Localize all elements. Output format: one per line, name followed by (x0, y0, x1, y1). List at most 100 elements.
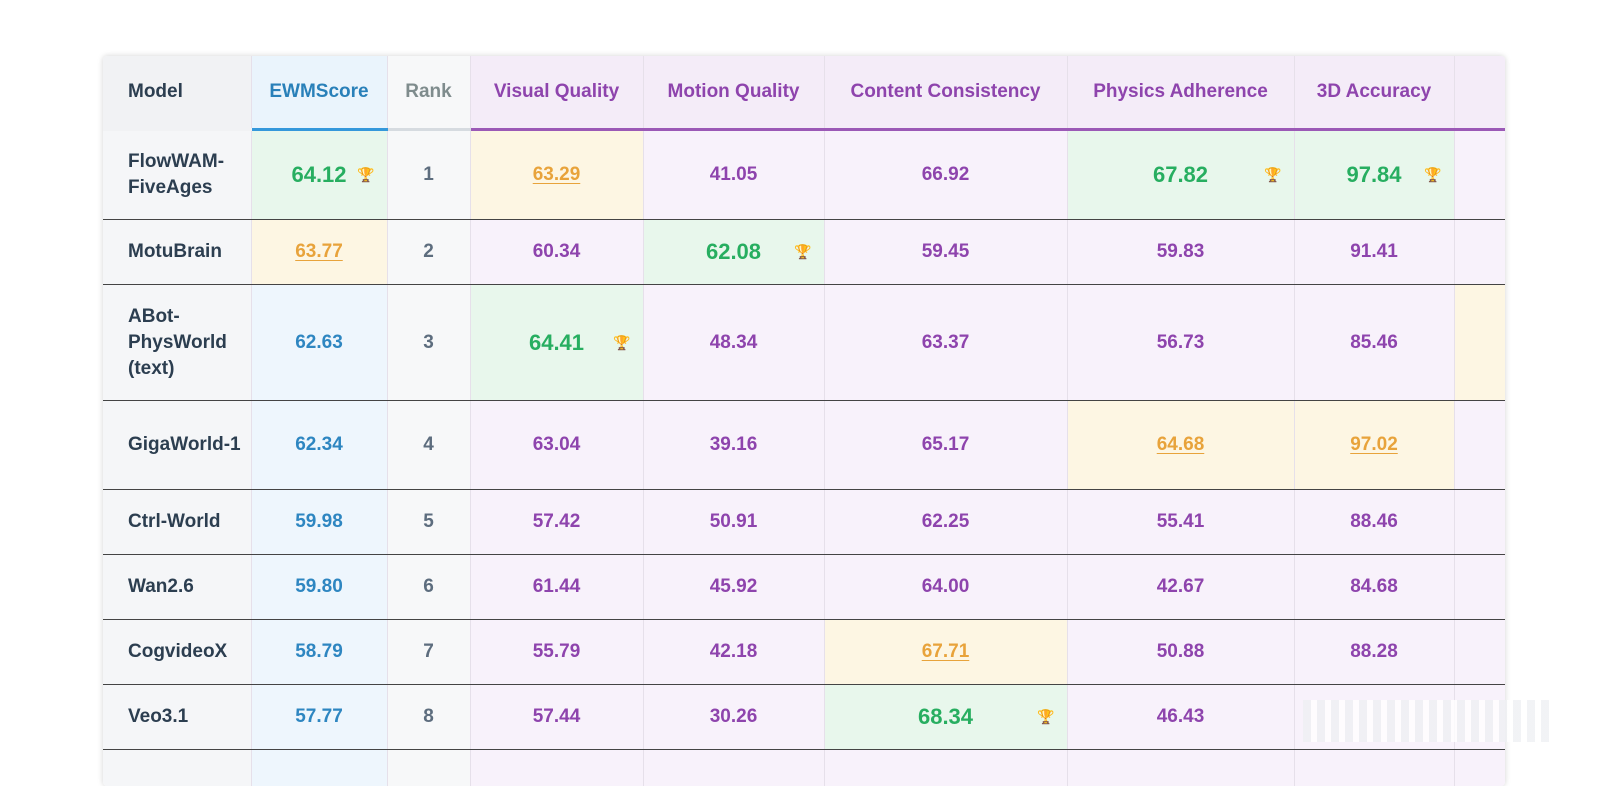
leaderboard-card: Model EWMScore Rank Visual Quality Motio… (103, 56, 1505, 786)
visual-quality-cell: 57.42 (470, 490, 643, 555)
physics-adherence-cell (1067, 750, 1294, 786)
physics-adherence-cell: 56.73 (1067, 285, 1294, 401)
overflow-cell (1454, 401, 1505, 490)
model-name: Wan2.6 (103, 555, 251, 620)
visual-quality-cell: 61.44 (470, 555, 643, 620)
table-row (103, 750, 1505, 786)
header-3d-accuracy[interactable]: 3D Accuracy (1294, 56, 1454, 130)
header-motion-quality[interactable]: Motion Quality (643, 56, 824, 130)
header-overflow-column (1454, 56, 1505, 130)
header-physics-adherence[interactable]: Physics Adherence (1067, 56, 1294, 130)
cell-value: 68.34 (918, 704, 973, 729)
cell-value: 62.08 (706, 239, 761, 264)
table-row: MotuBrain 63.77 2 60.34 62.08 🏆 59.45 59.… (103, 220, 1505, 285)
physics-adherence-cell: 67.82 🏆 (1067, 130, 1294, 220)
3d-accuracy-cell (1294, 750, 1454, 786)
ewmscore-cell: 62.63 (251, 285, 387, 401)
overflow-cell (1454, 490, 1505, 555)
motion-quality-cell: 41.05 (643, 130, 824, 220)
rank-cell: 1 (387, 130, 470, 220)
content-consistency-cell: 62.25 (824, 490, 1067, 555)
trophy-icon: 🏆 (794, 244, 811, 261)
physics-adherence-cell: 59.83 (1067, 220, 1294, 285)
cell-value: 67.71 (922, 641, 970, 662)
ewmscore-cell: 63.77 (251, 220, 387, 285)
model-name: Veo3.1 (103, 685, 251, 750)
motion-quality-cell: 50.91 (643, 490, 824, 555)
rank-cell: 7 (387, 620, 470, 685)
rank-cell: 5 (387, 490, 470, 555)
visual-quality-cell: 55.79 (470, 620, 643, 685)
header-content-consistency[interactable]: Content Consistency (824, 56, 1067, 130)
trophy-icon: 🏆 (357, 167, 374, 184)
motion-quality-cell: 42.18 (643, 620, 824, 685)
overflow-cell (1454, 555, 1505, 620)
trophy-icon: 🏆 (613, 334, 630, 351)
visual-quality-cell: 57.44 (470, 685, 643, 750)
content-consistency-cell: 59.45 (824, 220, 1067, 285)
header-visual-quality[interactable]: Visual Quality (470, 56, 643, 130)
header-ewmscore[interactable]: EWMScore (251, 56, 387, 130)
table-row: Ctrl-World 59.98 5 57.42 50.91 62.25 55.… (103, 490, 1505, 555)
visual-quality-cell: 64.41 🏆 (470, 285, 643, 401)
overflow-cell (1454, 220, 1505, 285)
leaderboard-table: Model EWMScore Rank Visual Quality Motio… (103, 56, 1505, 786)
ewmscore-cell (251, 750, 387, 786)
motion-quality-cell: 62.08 🏆 (643, 220, 824, 285)
rank-cell: 2 (387, 220, 470, 285)
trophy-icon: 🏆 (1037, 709, 1054, 726)
model-name: Ctrl-World (103, 490, 251, 555)
rank-cell: 6 (387, 555, 470, 620)
rank-cell: 4 (387, 401, 470, 490)
header-model[interactable]: Model (103, 56, 251, 130)
ewmscore-cell: 58.79 (251, 620, 387, 685)
overflow-cell (1454, 285, 1505, 401)
table-row: FlowWAM-FiveAges 64.12🏆 1 63.29 41.05 66… (103, 130, 1505, 220)
cell-value: 64.41 (529, 330, 584, 355)
model-name: MotuBrain (103, 220, 251, 285)
cell-value: 64.12 (291, 162, 346, 187)
model-name: ABot-PhysWorld (text) (103, 285, 251, 401)
model-name: CogvideoX (103, 620, 251, 685)
physics-adherence-cell: 42.67 (1067, 555, 1294, 620)
overflow-cell (1454, 130, 1505, 220)
cell-value: 64.68 (1157, 434, 1205, 455)
visual-quality-cell: 63.04 (470, 401, 643, 490)
3d-accuracy-cell: 88.28 (1294, 620, 1454, 685)
ewmscore-cell: 57.77 (251, 685, 387, 750)
ewmscore-cell: 59.80 (251, 555, 387, 620)
table-row: CogvideoX 58.79 7 55.79 42.18 67.71 50.8… (103, 620, 1505, 685)
table-row: Wan2.6 59.80 6 61.44 45.92 64.00 42.67 8… (103, 555, 1505, 620)
motion-quality-cell: 48.34 (643, 285, 824, 401)
physics-adherence-cell: 55.41 (1067, 490, 1294, 555)
trophy-icon: 🏆 (1264, 167, 1281, 184)
watermark-overlay (1303, 700, 1553, 742)
model-name: FlowWAM-FiveAges (103, 130, 251, 220)
content-consistency-cell (824, 750, 1067, 786)
trophy-icon: 🏆 (1424, 167, 1441, 184)
motion-quality-cell (643, 750, 824, 786)
3d-accuracy-cell: 91.41 (1294, 220, 1454, 285)
cell-value: 67.82 (1153, 162, 1208, 187)
model-name (103, 750, 251, 786)
cell-value: 63.29 (533, 164, 581, 185)
physics-adherence-cell: 46.43 (1067, 685, 1294, 750)
overflow-cell (1454, 620, 1505, 685)
ewmscore-cell: 59.98 (251, 490, 387, 555)
model-name: GigaWorld-1 (103, 401, 251, 490)
motion-quality-cell: 30.26 (643, 685, 824, 750)
header-rank[interactable]: Rank (387, 56, 470, 130)
physics-adherence-cell: 50.88 (1067, 620, 1294, 685)
3d-accuracy-cell: 84.68 (1294, 555, 1454, 620)
3d-accuracy-cell: 97.02 (1294, 401, 1454, 490)
visual-quality-cell (470, 750, 643, 786)
visual-quality-cell: 60.34 (470, 220, 643, 285)
content-consistency-cell: 64.00 (824, 555, 1067, 620)
physics-adherence-cell: 64.68 (1067, 401, 1294, 490)
content-consistency-cell: 63.37 (824, 285, 1067, 401)
content-consistency-cell: 68.34 🏆 (824, 685, 1067, 750)
3d-accuracy-cell: 97.84 🏆 (1294, 130, 1454, 220)
content-consistency-cell: 65.17 (824, 401, 1067, 490)
cell-value: 97.84 (1346, 162, 1401, 187)
motion-quality-cell: 45.92 (643, 555, 824, 620)
